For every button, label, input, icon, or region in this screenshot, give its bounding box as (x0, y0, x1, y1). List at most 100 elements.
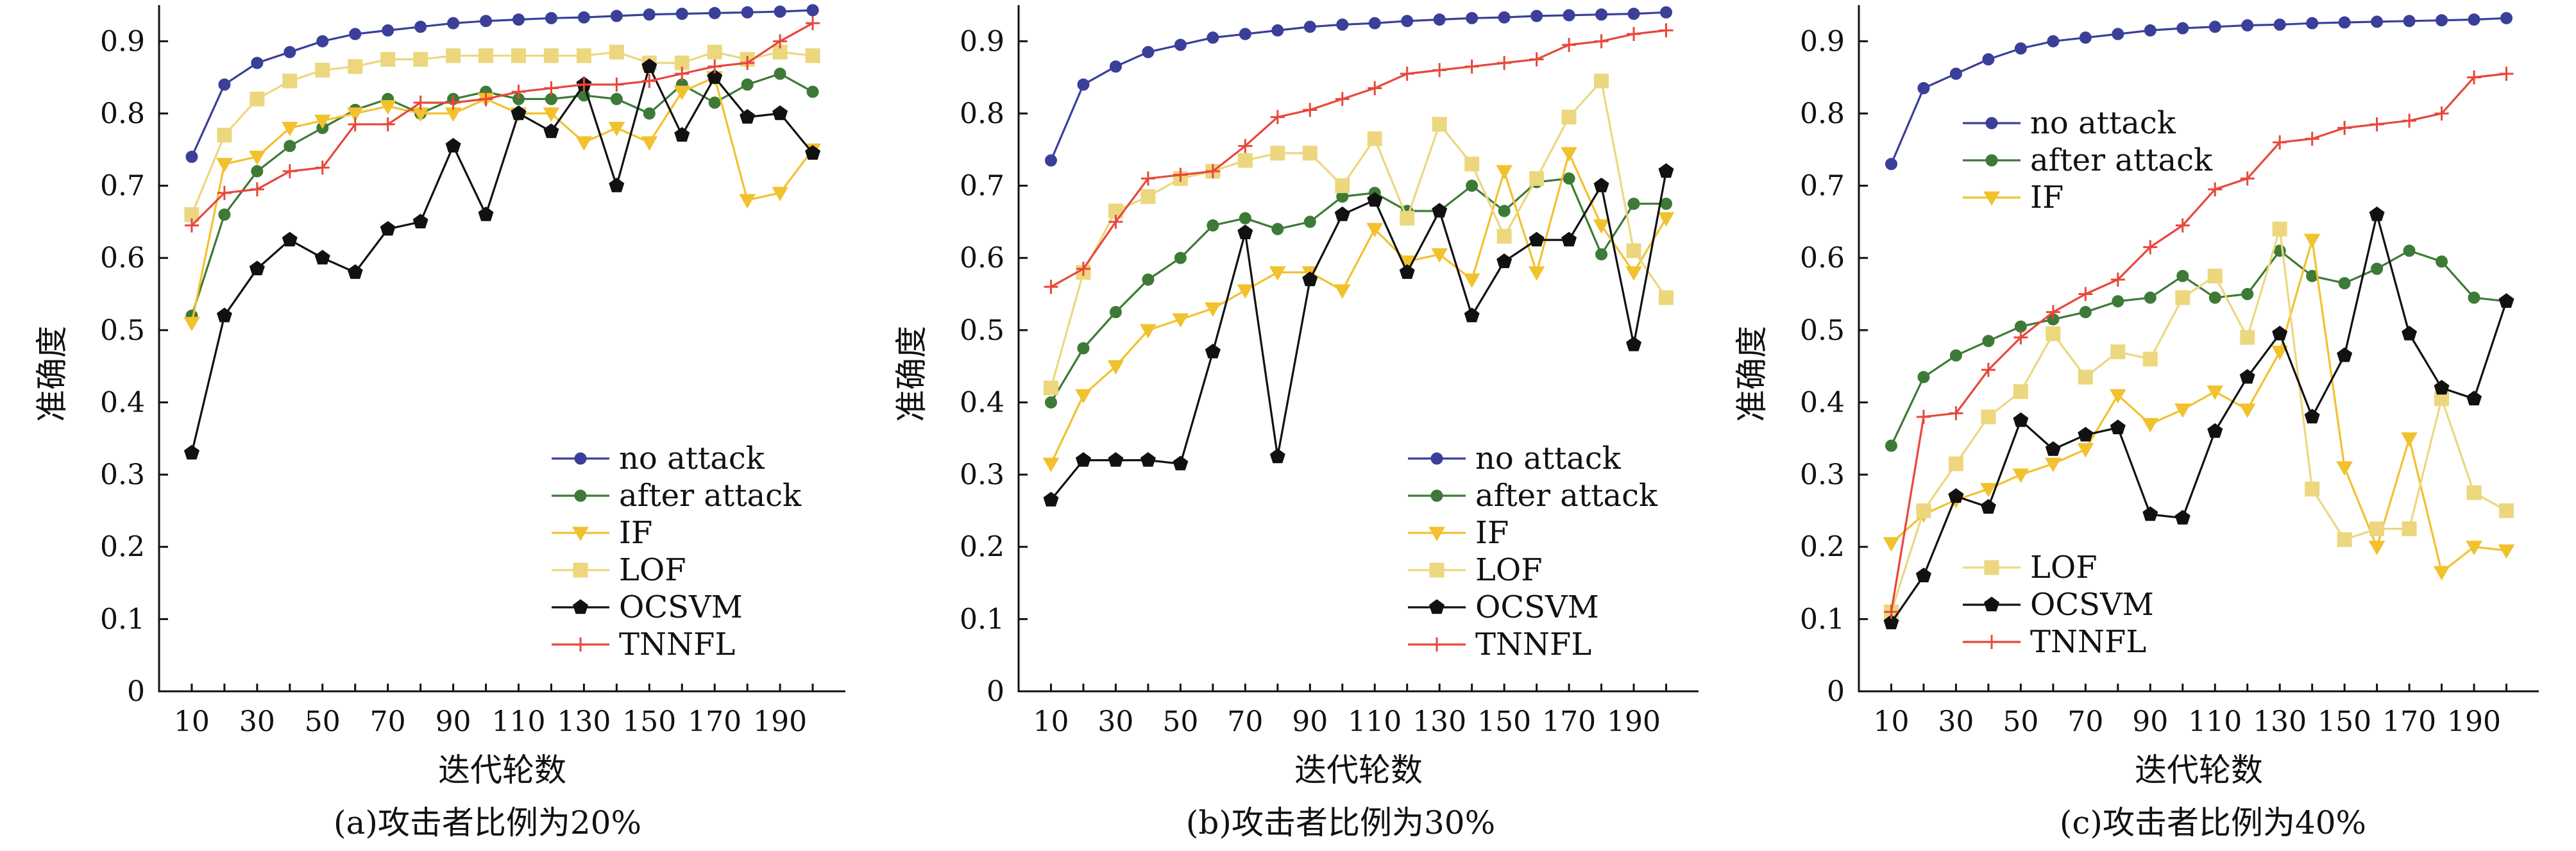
data-point-tnnfl-c (2467, 70, 2482, 85)
data-point-tnnfl-a (740, 56, 755, 71)
data-point-no-attack-c (2176, 22, 2189, 35)
x-tick-label-b: 170 (1542, 705, 1596, 738)
data-point-no-attack-a (806, 4, 819, 17)
legend-item-lof-b: LOF (1408, 552, 1543, 588)
data-point-tnnfl-a (577, 77, 591, 92)
data-point-if-c (2142, 417, 2159, 433)
data-point-lof-a (380, 51, 396, 67)
data-point-lof-c (2142, 351, 2158, 367)
data-point-no-attack-a (774, 5, 786, 18)
x-tick-label-a: 70 (370, 705, 406, 738)
data-point-no-attack-b (1271, 24, 1284, 37)
legend-item-ocsvm-b: OCSVM (1408, 589, 1599, 625)
data-point-lof-c (2207, 268, 2223, 283)
y-tick-label-c: 0.1 (1800, 603, 1845, 636)
chart-caption-b: (b)攻击者比例为30% (1186, 804, 1495, 841)
data-point-lof-c (2402, 521, 2417, 537)
x-tick-label-a: 170 (688, 705, 741, 738)
series-tnnfl-c (1884, 67, 2514, 619)
data-point-ocsvm-b (1496, 253, 1513, 269)
data-point-tnnfl-c (1949, 406, 1963, 421)
y-axis-label-c: 准确度 (1733, 326, 1770, 422)
data-point-ocsvm-a (380, 221, 396, 236)
data-point-no-attack-c (1949, 67, 1962, 80)
x-tick-label-c: 30 (1938, 705, 1974, 738)
data-point-ocsvm-a (772, 105, 788, 121)
data-point-if-c (2271, 346, 2289, 360)
data-point-if-c (2368, 541, 2385, 555)
x-tick-label-c: 110 (2188, 705, 2242, 738)
x-tick-label-c: 10 (1873, 705, 1909, 738)
data-point-if-b (1625, 266, 1642, 281)
x-tick-label-c: 170 (2382, 705, 2436, 738)
y-tick-label-a: 0.6 (100, 242, 145, 274)
data-point-ocsvm-b (1205, 343, 1221, 358)
data-point-if-a (543, 107, 560, 122)
data-point-after-attack-b (1239, 212, 1251, 224)
data-point-ocsvm-c (2402, 325, 2418, 341)
series-lof-a (184, 44, 820, 223)
data-point-no-attack-b (1530, 10, 1543, 22)
x-tick-label-c: 50 (2003, 705, 2038, 738)
data-point-tnnfl-b (1594, 34, 1609, 49)
legend-marker-if-c (1983, 191, 2000, 206)
y-tick-label-b: 0.5 (960, 314, 1004, 347)
data-point-tnnfl-b (1076, 262, 1090, 276)
data-point-after-attack-c (2403, 244, 2416, 257)
data-point-ocsvm-a (609, 177, 625, 192)
data-point-if-a (608, 121, 625, 137)
data-point-lof-c (2046, 326, 2061, 341)
data-point-ocsvm-b (1108, 451, 1124, 467)
data-point-ocsvm-c (1948, 488, 1964, 503)
data-point-after-attack-a (774, 67, 786, 80)
data-point-tnnfl-a (675, 67, 690, 81)
data-point-no-attack-b (1660, 6, 1673, 19)
data-point-tnnfl-c (2305, 131, 2319, 146)
data-point-tnnfl-c (2208, 182, 2223, 197)
data-point-if-b (1463, 273, 1480, 289)
x-tick-label-a: 30 (239, 705, 275, 738)
legend-label-if-a: IF (619, 515, 652, 551)
data-point-ocsvm-b (1237, 224, 1253, 239)
data-point-after-attack-b (1627, 198, 1640, 210)
data-point-if-c (2174, 403, 2191, 418)
y-tick-label-c: 0.4 (1800, 386, 1845, 419)
data-point-after-attack-c (1885, 439, 1897, 452)
data-point-after-attack-a (610, 92, 623, 105)
data-point-if-b (1172, 313, 1189, 328)
data-point-no-attack-c (2371, 15, 2384, 28)
data-point-if-b (1237, 284, 1254, 299)
data-point-after-attack-b (1207, 219, 1219, 232)
data-point-ocsvm-a (183, 444, 199, 460)
legend-label-no-attack-b: no attack (1475, 441, 1622, 476)
data-point-no-attack-a (349, 28, 362, 40)
legend-label-after-attack-c: after attack (2030, 142, 2213, 178)
data-point-lof-c (2110, 344, 2126, 360)
legend-marker-lof-c (1984, 560, 1999, 575)
data-point-no-attack-c (2436, 14, 2448, 27)
data-point-lof-c (2175, 290, 2190, 305)
legend-label-after-attack-b: after attack (1475, 478, 1658, 514)
data-point-if-b (1204, 302, 1221, 317)
series-line-after-attack-a (191, 72, 813, 316)
data-point-after-attack-b (1303, 215, 1316, 228)
legend-label-ocsvm-b: OCSVM (1475, 589, 1599, 625)
data-point-after-attack-a (708, 96, 721, 109)
data-point-no-attack-c (2208, 21, 2221, 33)
data-point-lof-b (1496, 228, 1512, 244)
data-point-if-b (1075, 389, 1092, 404)
data-point-tnnfl-c (2175, 218, 2190, 233)
data-point-no-attack-c (2079, 31, 2092, 44)
y-tick-label-b: 0.6 (960, 242, 1004, 274)
data-point-tnnfl-a (413, 96, 428, 110)
data-point-lof-c (2272, 221, 2287, 237)
data-point-lof-a (282, 73, 298, 88)
data-point-after-attack-b (1077, 342, 1090, 355)
x-tick-label-a: 130 (557, 705, 611, 738)
x-tick-label-a: 10 (174, 705, 210, 738)
y-tick-label-a: 0 (127, 675, 145, 708)
legend-item-ocsvm-a: OCSVM (552, 589, 743, 625)
y-tick-label-b: 0.1 (960, 603, 1004, 636)
